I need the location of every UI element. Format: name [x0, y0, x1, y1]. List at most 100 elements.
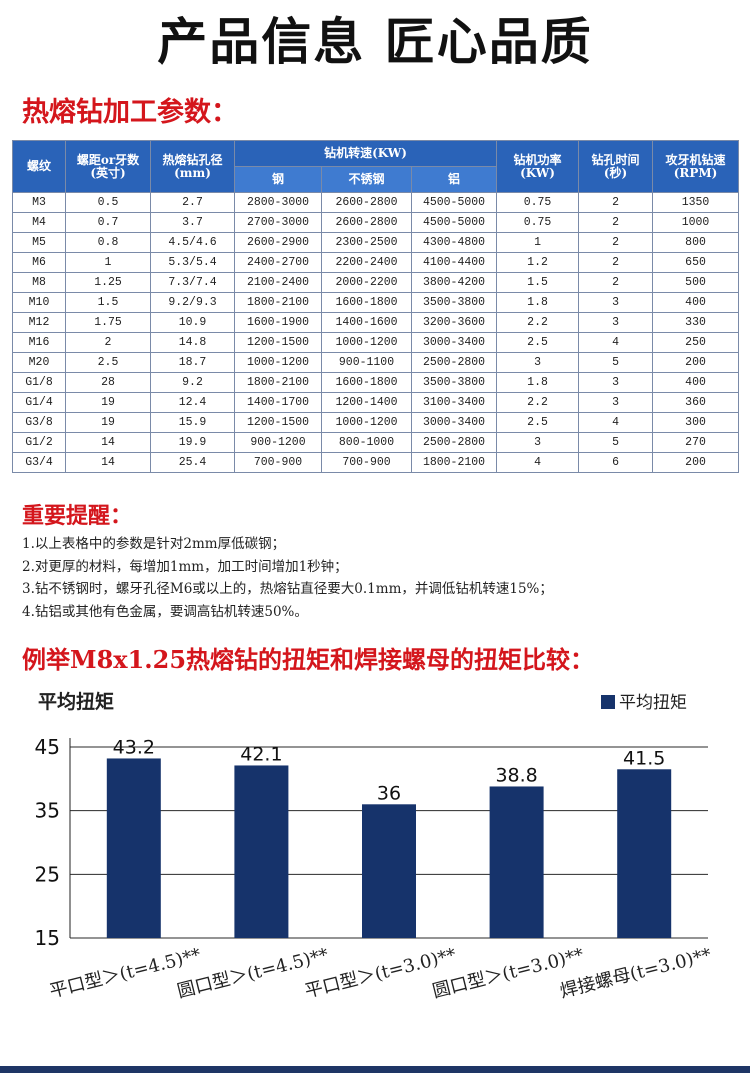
table-cell: 1000-1200 [321, 332, 412, 353]
note-item: 4.钻铝或其他有色金属，要调高钻机转速50%。 [22, 603, 308, 620]
table-cell: 3800-4200 [410, 272, 498, 293]
table-cell: 1 [496, 232, 580, 253]
table-cell: 0.7 [65, 212, 151, 233]
table-row: M5 0.8 4.5/4.6 2600-2900 2300-2500 4300-4800 1… [12, 232, 740, 253]
table-cell: 5 [578, 432, 654, 453]
table-cell: 1000-1200 [321, 412, 412, 433]
table-cell: 3.7 [150, 212, 235, 233]
header-text: (RPM) [673, 165, 718, 180]
table-cell: 1600-1800 [321, 292, 412, 313]
section-heading: 重要提醒： [22, 503, 133, 529]
table-cell: 1.5 [496, 272, 580, 293]
table-row: M8 1.25 7.3/7.4 2100-2400 2000-2200 3800-4200… [12, 272, 740, 293]
table-cell: 3500-3800 [410, 372, 498, 393]
table-cell: 1800-2100 [234, 372, 322, 393]
header-text: 钻机功率 [513, 152, 562, 167]
notes-list: 1.以上表格中的参数是针对2mm厚低碳钢； 2.对更厚的材料，每增加1mm，加工时… [22, 533, 553, 623]
value-label: 42.1 [240, 743, 282, 765]
note-item: 3.钻不锈钢时，螺牙孔径M6或以上的，热熔钻直径要大0.1mm，并调低钻机转速1… [22, 581, 553, 597]
table-cell: 400 [652, 292, 740, 313]
table-cell: 2000-2200 [321, 272, 412, 293]
table-cell: 4.5/4.6 [150, 232, 235, 253]
table-cell: 3500-3800 [410, 292, 498, 313]
table-cell: 360 [652, 392, 740, 413]
table-cell: G1/4 [12, 392, 66, 413]
table-cell: 500 [652, 272, 740, 293]
table-cell: 200 [652, 452, 740, 473]
table-row: G1/4 19 12.4 1400-1700 1200-1400 3100-3400 2.2… [12, 392, 740, 413]
table-cell: 2600-2900 [234, 232, 322, 253]
table-cell: 2100-2400 [234, 272, 322, 293]
table-cell: 4 [496, 452, 580, 473]
table-cell: 2 [578, 212, 654, 233]
table-cell: 3000-3400 [410, 332, 498, 353]
table-cell: 7.3/7.4 [150, 272, 235, 293]
table-cell: 3 [578, 312, 654, 333]
table-cell: 1800-2100 [234, 292, 322, 313]
header-row: 螺纹 螺距or牙数 (英寸) 热熔钻孔径 (mm) 钻机转速(KW) 钻机功率 (KW) 钻孔时… [12, 140, 740, 193]
table-row: M3 0.5 2.7 2800-3000 2600-2800 4500-5000 0.75 2… [12, 192, 740, 213]
table-cell: 3 [578, 292, 654, 313]
header-text: (KW) [520, 165, 555, 180]
table-row: M6 1 5.3/5.4 2400-2700 2200-2400 4100-4400 1.2… [12, 252, 740, 273]
header-cell: 螺纹 [12, 140, 66, 193]
table-cell: 2 [578, 252, 654, 273]
table-cell: 1 [65, 252, 151, 273]
table-cell: 14 [65, 452, 151, 473]
table-cell: M16 [12, 332, 66, 353]
table-cell: 0.8 [65, 232, 151, 253]
header-cell: 钻机功率 (KW) [496, 140, 580, 193]
table-cell: 200 [652, 352, 740, 373]
header-text: 热熔钻孔径 [162, 152, 223, 167]
table-cell: 330 [652, 312, 740, 333]
table-cell: 2500-2800 [410, 432, 498, 453]
header-row: 钢不锈钢铝 [13, 166, 739, 193]
table-cell: 2 [578, 232, 654, 253]
table-cell: 12.4 [150, 392, 235, 413]
y-tick-label: 25 [35, 862, 60, 886]
table-cell: 650 [652, 252, 740, 273]
value-label: 41.5 [623, 747, 665, 769]
note-item: 1.以上表格中的参数是针对2mm厚低碳钢； [22, 536, 286, 552]
table-cell: 0.5 [65, 192, 151, 213]
table-row: G1/8 28 9.2 1800-2100 1600-1800 3500-3800 1.8 3… [12, 372, 740, 393]
table-cell: 25.4 [150, 452, 235, 473]
table-cell: 1.2 [496, 252, 580, 273]
table-cell: 19.9 [150, 432, 235, 453]
table-cell: 800 [652, 232, 740, 253]
table-cell: 1.25 [65, 272, 151, 293]
table-cell: 700-900 [321, 452, 412, 473]
table-cell: 4500-5000 [410, 192, 498, 213]
table-cell: 2700-3000 [234, 212, 322, 233]
table-cell: 1400-1600 [321, 312, 412, 333]
chart: 平均扭矩 平均扭矩15253545平口型＞(t=4.5)**43.2圆口型＞(t=… [35, 690, 714, 1002]
header-text: 攻牙机钻速 [665, 152, 726, 167]
table-cell: 2600-2800 [321, 192, 412, 213]
table-cell: 800-1000 [321, 432, 412, 453]
header-cell: 钻孔时间 (秒) [578, 140, 654, 193]
bar [489, 786, 544, 938]
table-cell: 3000-3400 [410, 412, 498, 433]
table-cell: 900-1200 [234, 432, 322, 453]
table-cell: 9.2 [150, 372, 235, 393]
table-cell: 2 [65, 332, 151, 353]
table-cell: 15.9 [150, 412, 235, 433]
header-cell: 热熔钻孔径 (mm) [150, 140, 235, 193]
table-cell: 9.2/9.3 [150, 292, 235, 313]
table-cell: G3/8 [12, 412, 66, 433]
table-cell: 5.3/5.4 [150, 252, 235, 273]
table-cell: 1.75 [65, 312, 151, 333]
header-text: (英寸) [90, 165, 126, 180]
footer-bar [0, 1066, 750, 1073]
header-cell: 螺距or牙数 (英寸) [65, 140, 151, 193]
y-tick-label: 15 [35, 926, 60, 950]
table-cell: 3 [578, 392, 654, 413]
value-label: 36 [377, 782, 401, 804]
header-text: 钻孔时间 [591, 152, 640, 167]
table-cell: 1200-1500 [234, 412, 322, 433]
table-cell: 1800-2100 [410, 452, 498, 473]
header-text: 钻机转速(KW) [324, 146, 407, 160]
page-title: 产品信息 匠心品质 [157, 12, 593, 71]
table-cell: M6 [12, 252, 66, 273]
